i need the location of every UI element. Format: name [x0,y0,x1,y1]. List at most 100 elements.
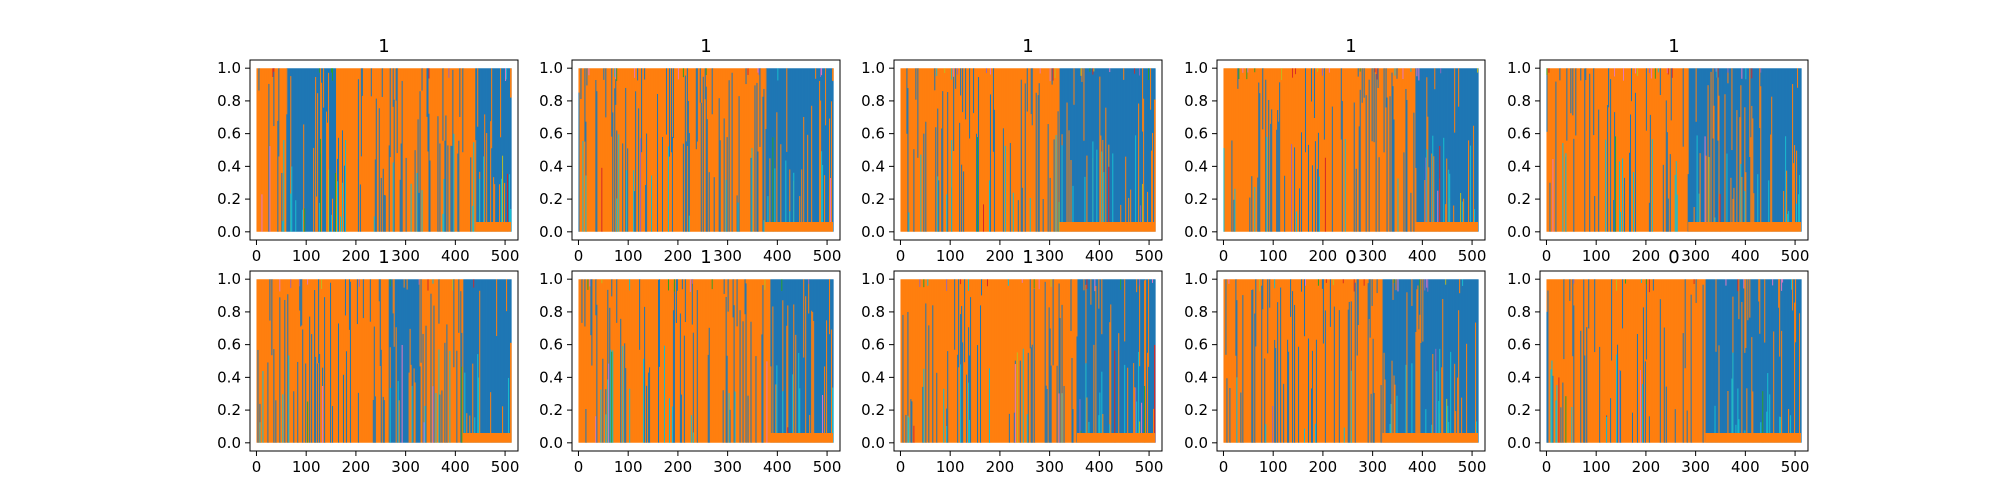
trace-blue [1419,68,1421,232]
trace-blue [676,279,679,291]
trace-blue [1787,279,1789,443]
trace-blue [1132,279,1134,443]
x-tick-label: 0 [574,458,584,476]
trace-minor [767,196,769,232]
trace-orange [1565,68,1567,232]
y-tick-label: 0.0 [539,434,563,452]
trace-blue [342,374,345,443]
trace-orange [1241,68,1243,232]
trace-blue [496,279,498,443]
trace-orange [990,68,993,232]
trace-orange [1224,68,1227,232]
trace-orange [423,279,426,443]
trace-minor [1014,364,1017,443]
subplot-title: 1 [378,247,389,268]
trace-orange [628,68,630,232]
trace-orange [983,279,985,443]
trace-blue [428,113,431,232]
trace-blue [1793,279,1795,443]
trace-orange [1593,68,1595,232]
trace-orange [1588,279,1590,443]
trace-orange [1296,68,1298,232]
trace-orange [1053,279,1056,443]
trace-orange [1241,279,1243,443]
trace-orange [412,68,415,232]
trace-orange [1682,68,1685,232]
trace-blue [426,68,429,117]
trace-blue [1796,279,1798,443]
trace-orange [644,68,646,232]
trace-orange [795,334,797,443]
trace-orange [354,279,357,443]
trace-orange [727,68,730,232]
trace-blue [808,279,810,443]
trace-orange [1069,279,1072,443]
trace-orange [1224,279,1227,443]
trace-blue [1275,348,1277,443]
trace-blue [495,68,497,232]
trace-blue [1370,393,1373,443]
trace-blue [497,68,499,232]
trace-orange [1468,140,1470,232]
trace-orange [1799,313,1801,443]
trace-orange [1633,279,1636,443]
trace-orange [1083,68,1086,141]
trace-blue [1142,279,1144,443]
trace-orange [1050,68,1053,232]
trace-orange [991,279,994,443]
trace-orange [1637,68,1640,232]
trace-blue [295,68,297,232]
trace-orange [1381,68,1384,232]
trace-minor [1376,68,1378,80]
trace-orange [265,68,268,232]
trace-orange [1652,279,1655,443]
trace-minor [505,68,507,82]
trace-blue [824,279,826,443]
trace-orange [260,279,263,443]
trace-orange [1227,279,1230,443]
trace-orange [668,279,671,443]
trace-orange [1764,279,1766,343]
trace-blue [1652,279,1655,291]
trace-blue [1294,147,1296,232]
trace-orange [383,68,386,232]
trace-minor [927,279,929,286]
trace-minor [506,68,508,80]
trace-orange [664,68,667,232]
trace-blue [825,279,827,443]
trace-orange [1635,279,1638,443]
trace-orange [1625,279,1627,443]
trace-blue [973,68,975,114]
trace-blue [1728,68,1731,232]
trace-orange [1355,68,1358,232]
trace-orange [1046,68,1049,232]
trace-blue [1449,68,1451,232]
trace-minor [758,68,760,76]
trace-blue [1784,68,1786,232]
trace-minor [705,68,707,76]
trace-orange [510,342,512,443]
trace-blue [1435,68,1437,232]
trace-blue [1148,68,1150,232]
trace-orange [1118,333,1120,443]
trace-blue [397,279,400,443]
trace-minor [747,68,749,75]
trace-orange-baseline [764,222,834,232]
trace-blue [1251,176,1253,232]
trace-orange [930,279,932,443]
trace-orange [637,68,639,232]
trace-minor [1725,279,1727,286]
trace-orange [331,279,333,443]
trace-blue [1098,279,1100,443]
trace-orange [683,68,686,232]
trace-blue [1790,279,1792,443]
trace-blue [1292,291,1294,443]
trace-orange [346,279,349,443]
trace-blue [1444,279,1446,443]
trace-minor [1324,157,1327,232]
trace-blue [1776,279,1778,443]
trace-blue [1588,279,1590,329]
trace-orange [354,68,357,232]
trace-orange [475,140,477,232]
trace-blue [1371,68,1374,142]
